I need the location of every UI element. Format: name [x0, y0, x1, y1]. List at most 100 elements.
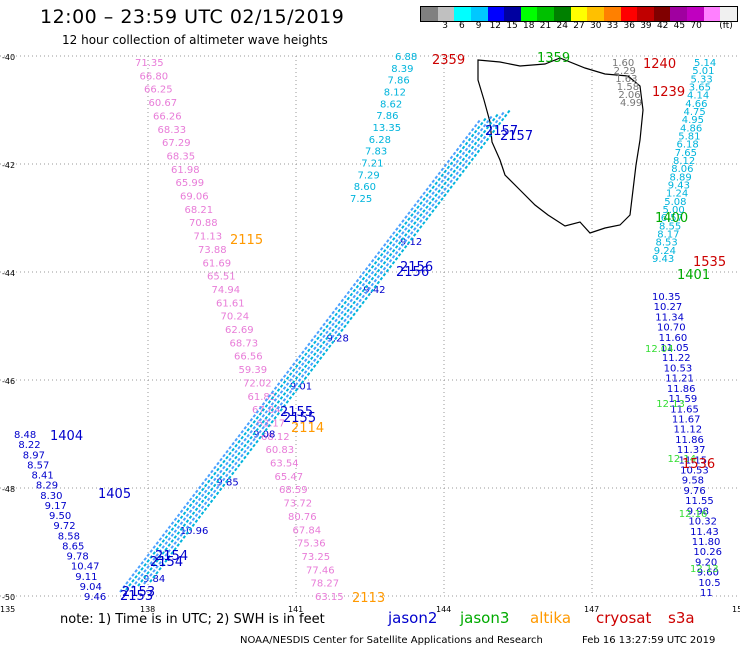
swh-label-jason2: 11.67: [672, 414, 701, 425]
swh-label-jason2: 11.86: [667, 384, 696, 395]
swh-label-altika: 69.06: [180, 192, 209, 203]
colorbar-tick: 33: [606, 21, 619, 31]
swh-label-grey: 1.60: [612, 58, 634, 69]
colorbar-unit: (ft): [719, 21, 733, 31]
colorbar-tick: 36: [623, 21, 635, 31]
swh-label-jason2: 10.70: [657, 323, 686, 334]
swh-label-cyan: 6.57: [661, 213, 683, 224]
swh-label-jason2: 9.72: [53, 521, 75, 532]
swh-label-cyan: 8.39: [391, 64, 413, 75]
swh-label-jason2: 9.20: [695, 557, 717, 568]
swh-label-cyan: 13.35: [373, 123, 402, 134]
swh-label-jason2: 10.53: [680, 466, 709, 477]
swh-label-jason2: 9.50: [49, 511, 71, 522]
swh-label-cyan: 5.00: [663, 205, 685, 216]
swh-label-jason2: 11.34: [655, 312, 684, 323]
swh-label-cyan: 9.43: [668, 181, 690, 192]
colorbar-cell: [470, 7, 488, 21]
swh-label-jason2: 9.60: [697, 568, 719, 579]
swh-label-altika: 62.69: [225, 325, 254, 336]
swh-label-jason2: 11.05: [660, 343, 689, 354]
credit-text: NOAA/NESDIS Center for Satellite Applica…: [240, 635, 543, 646]
swh-label-jason2: 10.96: [180, 526, 209, 537]
swh-label-altika: 66.25: [144, 85, 173, 96]
swh-label-cyan: 4.86: [680, 123, 702, 134]
swh-label-jason2: 10.5: [698, 578, 720, 589]
swh-label-altika: 65.99: [176, 178, 205, 189]
swh-label-jason2: 9.78: [67, 552, 89, 563]
pass-time-label: 2153: [120, 589, 153, 604]
swh-label-altika: 65.51: [207, 272, 236, 283]
satellite-track-glyphs: [119, 119, 481, 593]
swh-label-cyan: 8.89: [670, 172, 692, 183]
swh-label-cyan: 4.75: [684, 107, 706, 118]
colorbar-cell: [570, 7, 588, 21]
lat-label: -40: [2, 53, 15, 62]
colorbar-cell: [670, 7, 687, 21]
swh-label-altika: 68.12: [261, 432, 290, 443]
pass-time-label: 2154: [150, 555, 183, 570]
pass-time-label: 2113: [352, 591, 385, 606]
swh-label-jason3: 12.13: [690, 564, 719, 575]
swh-label-grey: 1.63: [615, 74, 637, 85]
colorbar-tick: 45: [673, 21, 686, 31]
colorbar-cell: [637, 7, 654, 21]
pass-time-label: 2157: [500, 129, 533, 144]
pass-time-label: 2153: [122, 585, 155, 600]
swh-label-jason2: 9.76: [683, 486, 705, 497]
swh-label-jason2: 10.35: [652, 292, 681, 303]
swh-label-jason2: 8.65: [62, 541, 84, 552]
note-text: note: 1) Time is in UTC; 2) SWH is in fe…: [60, 612, 325, 627]
map-subtitle: 12 hour collection of altimeter wave hei…: [62, 33, 328, 47]
swh-label-cyan: 7.21: [361, 159, 383, 170]
swh-label-grey: 4.99: [620, 98, 642, 109]
pass-time-label: 1240: [643, 57, 676, 72]
swh-label-jason2: 9.85: [216, 478, 238, 489]
swh-label-altika: 60.83: [266, 445, 295, 456]
swh-label-jason2: 8.58: [58, 531, 80, 542]
swh-label-jason2: 11.12: [674, 425, 703, 436]
swh-label-cyan: 8.60: [354, 182, 376, 193]
swh-label-jason2: 9.58: [682, 476, 704, 487]
swh-label-grey: 1.58: [617, 82, 639, 93]
swh-label-altika: 73.25: [302, 552, 331, 563]
legend-s3a: s3a: [668, 609, 695, 627]
swh-label-cyan: 7.83: [365, 147, 387, 158]
colorbar-cell: [703, 7, 721, 21]
swh-label-cyan: 1.24: [666, 189, 688, 200]
swh-label-cyan: 4.66: [685, 99, 707, 110]
pass-time-label: 1400: [655, 211, 688, 226]
satellite-track-glyphs: [149, 109, 511, 583]
swh-label-jason2: 9.84: [143, 574, 165, 585]
lon-label: 144: [436, 605, 451, 614]
lon-label: 150: [732, 605, 740, 614]
colorbar-tick: 12: [489, 21, 502, 31]
colorbar-cell: [587, 7, 604, 21]
pass-time-label: 2157: [485, 124, 518, 139]
pass-time-label: 2359: [432, 53, 465, 68]
swh-label-altika: 68.59: [279, 485, 308, 496]
lat-label: -42: [2, 161, 15, 170]
swh-label-jason2: 9.17: [45, 501, 67, 512]
swh-label-cyan: 5.08: [664, 197, 686, 208]
colorbar-cell: [603, 7, 621, 21]
swh-label-jason2: 8.41: [32, 471, 54, 482]
pass-time-label: 1404: [50, 429, 83, 444]
pass-time-label: 2154: [155, 549, 188, 564]
swh-label-jason2: 9.12: [400, 237, 422, 248]
swh-label-altika: 59.39: [239, 365, 268, 376]
swh-label-altika: 68.35: [167, 151, 196, 162]
colorbar-tick: 30: [590, 21, 602, 31]
colorbar-tick: 3: [442, 21, 448, 31]
lon-label: 141: [288, 605, 303, 614]
swh-label-altika: 63.15: [315, 592, 344, 603]
swh-label-cyan: 6.88: [395, 52, 417, 63]
lat-label: -46: [2, 377, 15, 386]
colorbar-cell: [437, 7, 455, 21]
swh-label-jason2: 11.80: [692, 537, 721, 548]
colorbar-cell: [720, 7, 737, 21]
legend-altika: altika: [530, 609, 572, 627]
pass-time-label: 1239: [652, 85, 685, 100]
swh-label-altika: 70.88: [189, 218, 218, 229]
